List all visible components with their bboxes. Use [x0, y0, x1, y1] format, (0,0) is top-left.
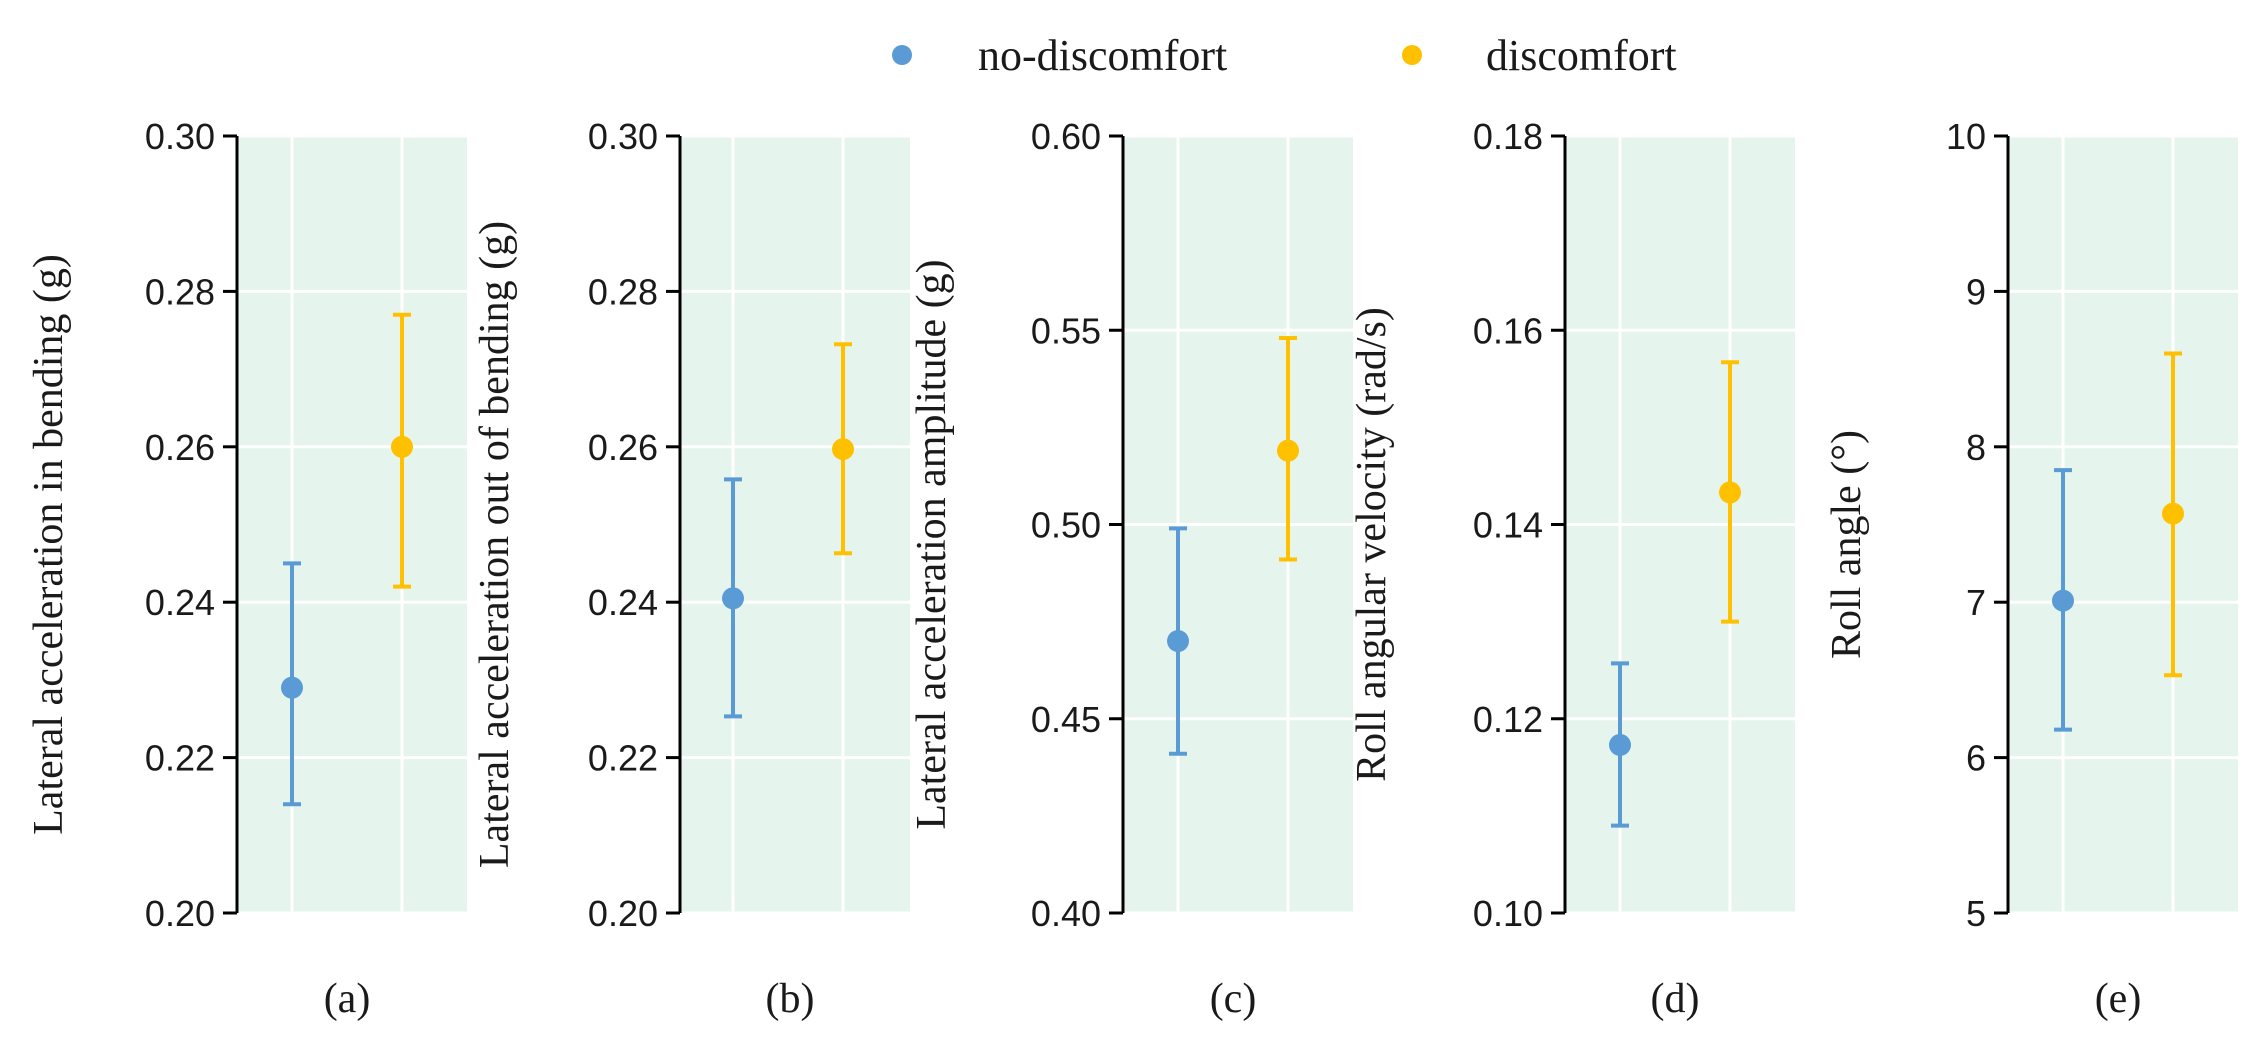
mean-point-no-discomfort-a — [281, 676, 303, 699]
y-tick-label-b-3: 0.26 — [588, 427, 658, 468]
legend-label-no-discomfort: no-discomfort — [978, 31, 1227, 80]
legend-marker-discomfort — [1402, 45, 1422, 65]
panel-background-e — [2008, 136, 2238, 913]
y-axis-label-e: Roll angle (°) — [1824, 430, 1870, 659]
mean-point-no-discomfort-d — [1609, 733, 1631, 756]
legend-label-discomfort: discomfort — [1486, 31, 1677, 80]
panel-background-b — [680, 136, 910, 913]
mean-point-discomfort-b — [832, 438, 854, 461]
panel-c: 0.40 0.45 0.50 0.55 0.60 Lateral acceleration… — [909, 116, 1353, 1022]
y-axis-label-a: Lateral acceleration in bending (g) — [26, 254, 72, 835]
legend: no-discomfort discomfort — [892, 31, 1677, 80]
panel-d: 0.10 0.12 0.14 0.16 0.18 Roll angular velocit… — [1349, 116, 1795, 1022]
y-tick-label-c-2: 0.50 — [1031, 505, 1101, 546]
panel-a: 0.20 0.22 0.24 0.26 0.28 0.30 Lateral accelera… — [26, 116, 467, 1022]
panels: 0.20 0.22 0.24 0.26 0.28 0.30 Lateral accelera… — [26, 116, 2238, 1022]
y-tick-label-c-0: 0.40 — [1031, 893, 1101, 934]
y-tick-label-a-4: 0.28 — [145, 271, 215, 312]
y-tick-label-e-3: 8 — [1966, 427, 1986, 468]
panel-label-d: (d) — [1651, 976, 1700, 1022]
y-tick-label-e-5: 10 — [1946, 116, 1986, 157]
mean-point-no-discomfort-e — [2052, 589, 2074, 612]
mean-point-discomfort-d — [1719, 481, 1741, 504]
y-tick-label-d-0: 0.10 — [1473, 893, 1543, 934]
y-tick-label-b-0: 0.20 — [588, 893, 658, 934]
panel-e: 5 6 7 8 9 10 Roll angle (°) (e) — [1824, 116, 2238, 1022]
y-axis-label-d: Roll angular velocity (rad/s) — [1349, 307, 1395, 782]
y-tick-label-b-2: 0.24 — [588, 582, 658, 623]
mean-point-discomfort-c — [1277, 439, 1299, 462]
panel-label-c: (c) — [1210, 976, 1257, 1022]
y-tick-label-a-3: 0.26 — [145, 427, 215, 468]
y-tick-label-e-1: 6 — [1966, 738, 1986, 779]
panel-label-a: (a) — [324, 976, 371, 1022]
panel-background-a — [237, 136, 467, 913]
y-tick-label-e-2: 7 — [1966, 582, 1986, 623]
y-tick-label-a-2: 0.24 — [145, 582, 215, 623]
y-tick-label-d-2: 0.14 — [1473, 505, 1543, 546]
y-tick-label-e-4: 9 — [1966, 271, 1986, 312]
mean-point-no-discomfort-b — [722, 587, 744, 610]
y-tick-label-c-4: 0.60 — [1031, 116, 1101, 157]
y-tick-label-c-1: 0.45 — [1031, 699, 1101, 740]
mean-point-no-discomfort-c — [1167, 630, 1189, 653]
y-tick-label-d-4: 0.18 — [1473, 116, 1543, 157]
y-tick-label-b-5: 0.30 — [588, 116, 658, 157]
y-tick-label-d-3: 0.16 — [1473, 310, 1543, 351]
y-axis-label-b: Lateral acceleration out of bending (g) — [472, 221, 518, 868]
y-axis-label-c: Lateral acceleration amplitude (g) — [909, 259, 955, 829]
y-tick-label-b-1: 0.22 — [588, 738, 658, 779]
legend-marker-no-discomfort — [892, 45, 912, 65]
y-tick-label-c-3: 0.55 — [1031, 310, 1101, 351]
y-tick-label-e-0: 5 — [1966, 893, 1986, 934]
y-tick-label-b-4: 0.28 — [588, 271, 658, 312]
y-tick-label-a-1: 0.22 — [145, 738, 215, 779]
y-tick-label-a-5: 0.30 — [145, 116, 215, 157]
panel-b: 0.20 0.22 0.24 0.26 0.28 0.30 Lateral accelera… — [472, 116, 910, 1022]
mean-point-discomfort-a — [391, 435, 413, 458]
panel-label-e: (e) — [2095, 976, 2142, 1022]
mean-point-discomfort-e — [2162, 502, 2184, 525]
panel-label-b: (b) — [766, 976, 815, 1022]
y-tick-label-d-1: 0.12 — [1473, 699, 1543, 740]
y-tick-label-a-0: 0.20 — [145, 893, 215, 934]
